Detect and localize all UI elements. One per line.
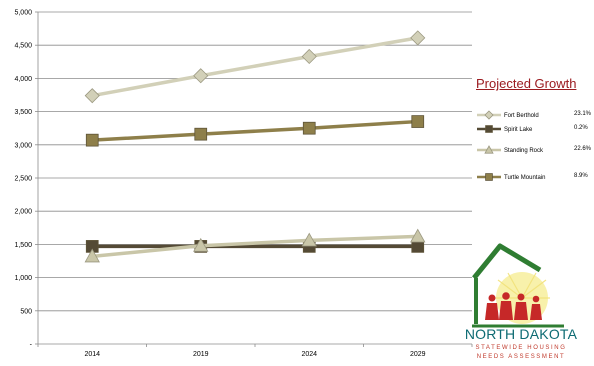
data-point	[193, 68, 209, 84]
y-tick-label: 1,500	[14, 242, 32, 249]
legend-series-name: Standing Rock	[504, 148, 544, 154]
y-tick-label: 3,500	[14, 109, 32, 116]
legend-series-name: Spirit Lake	[504, 127, 533, 133]
series-line	[91, 36, 419, 98]
data-point	[410, 228, 426, 243]
data-point	[194, 127, 208, 141]
logo-title: NORTH DAKOTA	[464, 326, 578, 342]
axes	[35, 11, 473, 347]
y-tick-label: -	[30, 342, 33, 349]
y-tick-label: 4,500	[14, 43, 32, 50]
data-point	[193, 237, 209, 252]
data-point	[302, 121, 316, 135]
x-tick-label: 2024	[301, 351, 317, 358]
y-tick-label: 1,000	[14, 275, 32, 282]
x-tick-labels: 2014 2019 2024 2029	[84, 351, 425, 358]
legend-swatch	[477, 110, 501, 120]
series-group	[84, 30, 426, 263]
legend-growth-value: 23.1%	[574, 111, 592, 117]
y-tick-label: 500	[20, 308, 32, 315]
data-point	[484, 110, 494, 120]
legend-item: Turtle Mountain 8.9%	[476, 170, 594, 198]
data-point	[85, 133, 99, 147]
data-point	[485, 125, 493, 133]
x-tick-label: 2014	[84, 351, 100, 358]
legend-swatch	[477, 173, 501, 181]
data-point	[411, 115, 425, 128]
y-tick-label: 5,000	[14, 10, 32, 17]
x-tick-label: 2029	[410, 351, 426, 358]
north-dakota-logo: NORTH DAKOTA STATEWIDE HOUSING NEEDS ASS…	[448, 240, 594, 366]
y-tick-labels: - 500 1,000 1,500 2,000 2,500 3,000 3,500 4,000 4…	[14, 10, 32, 349]
legend-growth-value: 8.9%	[574, 173, 588, 179]
logo-subtitle-2: NEEDS ASSESSMENT	[476, 354, 566, 360]
legend-swatch	[477, 145, 501, 154]
y-tick-label: 4,000	[14, 76, 32, 83]
legend-title: Projected Growth	[476, 76, 577, 91]
legend-swatch	[477, 125, 501, 133]
series-line	[92, 234, 418, 259]
legend-series-name: Fort Berthold	[504, 113, 539, 119]
legend-item: Standing Rock 22.6%	[476, 143, 594, 171]
x-tick-label: 2019	[193, 351, 209, 358]
y-tick-label: 3,000	[14, 142, 32, 149]
logo-subtitle-1: STATEWIDE HOUSING	[475, 345, 567, 351]
data-point	[84, 88, 100, 104]
data-point	[301, 48, 317, 65]
series-line	[92, 119, 418, 142]
data-point	[301, 232, 317, 247]
data-point	[84, 248, 100, 263]
series-fort-berthold	[84, 30, 426, 104]
legend-item: Spirit Lake 0.2%	[476, 122, 594, 150]
data-point	[485, 173, 493, 181]
legend-item: Fort Berthold 23.1%	[476, 108, 594, 136]
house-family-icon	[472, 243, 564, 328]
data-point	[484, 145, 494, 154]
legend-growth-value: 22.6%	[574, 146, 592, 152]
legend-growth-value: 0.2%	[574, 125, 588, 131]
y-tick-label: 2,500	[14, 176, 32, 183]
gridlines	[38, 11, 472, 312]
data-point	[410, 30, 426, 46]
legend-series-name: Turtle Mountain	[504, 175, 546, 181]
series-standing-rock	[84, 228, 426, 263]
y-tick-label: 2,000	[14, 209, 32, 216]
series-turtle-mountain	[85, 115, 425, 147]
